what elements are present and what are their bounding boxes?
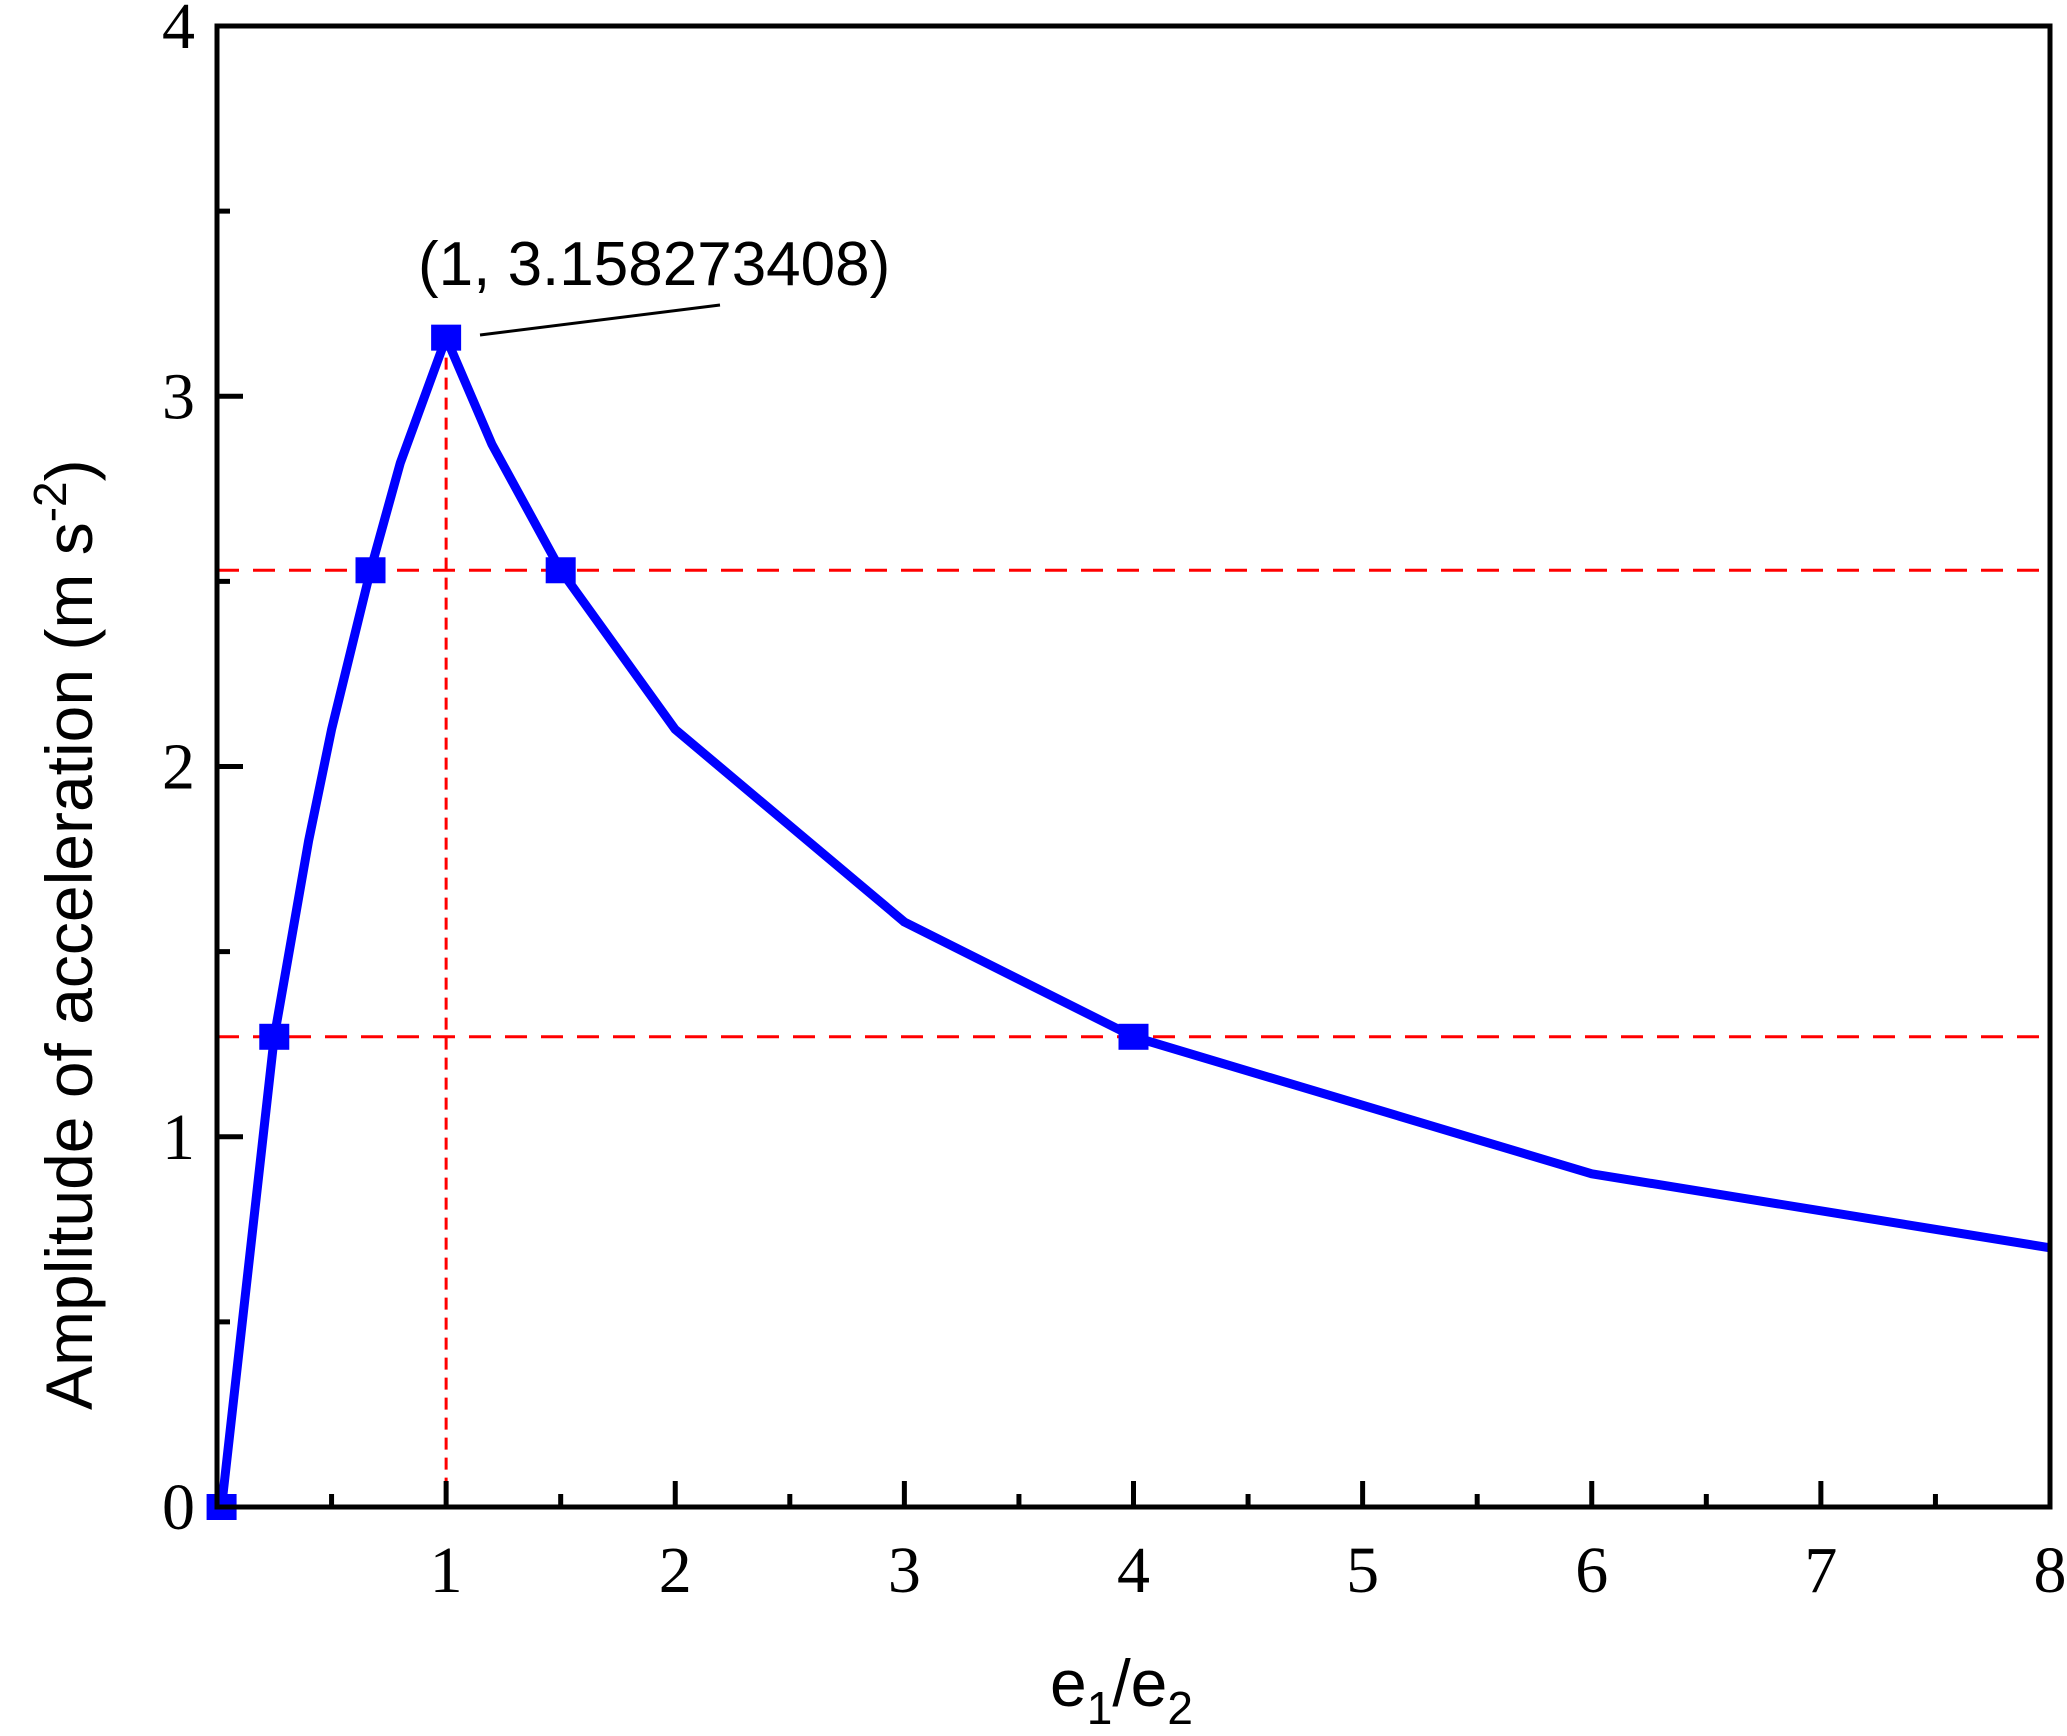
x-tick-label: 7 [1804,1534,1837,1607]
peak-annotation: (1, 3.158273408) [418,230,890,299]
y-tick-label: 0 [162,1471,195,1544]
series-line [217,333,2051,1508]
data-point-marker [355,557,386,584]
x-tick-label: 1 [430,1534,463,1607]
y-tick-label: 4 [162,0,195,63]
annotation-leader [479,303,721,337]
x-tick-label: 5 [1346,1534,1379,1607]
data-point-marker [259,1023,290,1050]
reference-lines [217,337,2050,1507]
data-point-marker [1118,1023,1149,1050]
ticks: 1 2 3 4 5 6 7 8 0 1 2 3 4 [162,0,2067,1607]
data-point-marker [431,324,462,351]
y-tick-label: 1 [162,1101,195,1174]
series [206,324,2051,1520]
x-tick-label: 6 [1575,1534,1608,1607]
x-tick-label: 4 [1117,1534,1150,1607]
x-tick-label: 2 [659,1534,692,1607]
x-tick-label: 8 [2034,1534,2067,1607]
data-point-marker [545,557,576,584]
x-axis-title: e1/e2 [1050,1646,1193,1734]
y-axis-title: Amplitude of acceleration (m s-2) [24,459,106,1410]
y-tick-label: 3 [162,360,195,433]
y-tick-label: 2 [162,731,195,804]
x-tick-label: 3 [888,1534,921,1607]
